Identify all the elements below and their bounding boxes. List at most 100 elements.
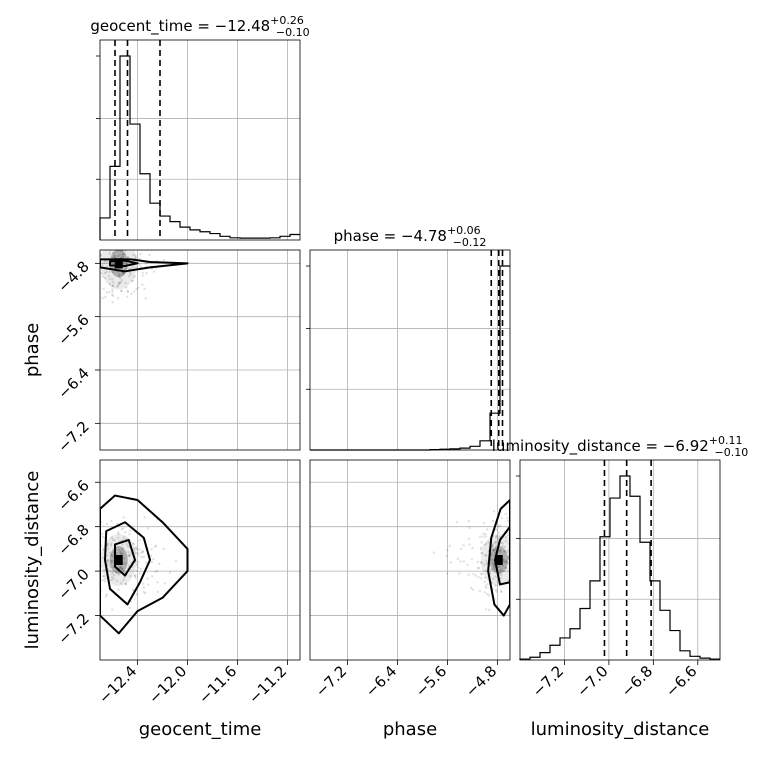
sample-point [151, 231, 153, 233]
sample-point [484, 608, 488, 611]
y-tick-label-phase: −6.4 [54, 364, 92, 402]
sample-point [94, 253, 96, 255]
sample-point [103, 580, 107, 583]
sample-point [125, 246, 127, 248]
sample-point [121, 546, 124, 550]
sample-point [497, 537, 500, 540]
sample-point [109, 561, 112, 565]
sample-point [481, 535, 484, 538]
sample-point [514, 565, 516, 567]
sample-point [137, 286, 140, 290]
sample-point [105, 291, 108, 294]
sample-point [526, 573, 528, 575]
sample-point [121, 250, 125, 252]
x-tick-label-luminosity_distance: −7.0 [573, 662, 611, 700]
sample-point [108, 277, 111, 281]
sample-point [492, 510, 496, 513]
sample-point [148, 253, 151, 257]
sample-point [91, 215, 93, 217]
x-tick-label-phase: −4.8 [462, 662, 500, 700]
sample-point [494, 575, 497, 578]
sample-point [528, 561, 530, 563]
y-tick-label-luminosity_distance: −6.8 [54, 521, 92, 559]
sample-point [487, 608, 491, 612]
sample-point [476, 566, 480, 570]
sample-point [97, 541, 99, 543]
sample-point [520, 571, 522, 573]
sample-point [506, 519, 510, 523]
sample-point [119, 247, 121, 249]
sample-point [104, 595, 108, 598]
sample-point [484, 569, 488, 573]
sample-point [156, 581, 159, 584]
sample-point [459, 560, 462, 563]
sample-point [125, 542, 128, 546]
sample-point [73, 564, 75, 566]
sample-point [124, 281, 127, 285]
sample-point [137, 553, 140, 556]
sample-point [446, 572, 449, 575]
sample-point [134, 551, 137, 554]
sample-point [154, 570, 157, 573]
sample-point [158, 562, 161, 566]
sample-point [111, 538, 115, 541]
x-tick-label-luminosity_distance: −7.2 [529, 662, 567, 700]
sample-point [506, 534, 509, 537]
sample-point [478, 589, 482, 593]
sample-point [105, 522, 109, 526]
sample-point [480, 541, 483, 544]
sample-point [119, 289, 123, 293]
sample-point [502, 558, 505, 561]
sample-point [116, 241, 118, 243]
sample-point [119, 553, 122, 556]
sample-point [507, 555, 510, 559]
sample-point [120, 566, 123, 569]
sample-point [144, 561, 148, 564]
sample-point [155, 570, 159, 573]
sample-point [140, 551, 143, 554]
sample-point [117, 531, 120, 534]
sample-point [104, 577, 107, 580]
sample-point [525, 546, 527, 548]
panel-frame [99, 249, 301, 451]
sample-point [483, 580, 487, 583]
sample-point [484, 554, 487, 557]
sample-point [102, 575, 105, 578]
sample-point [135, 593, 139, 596]
sample-point [93, 561, 95, 563]
sample-point [448, 544, 451, 548]
sample-point [153, 545, 157, 549]
sample-point [446, 549, 449, 552]
panel-frame [519, 459, 721, 661]
sample-point [82, 247, 84, 249]
sample-point [91, 552, 93, 554]
sample-point [131, 279, 135, 282]
sample-point [126, 290, 129, 293]
sample-point [110, 559, 114, 563]
sample-point [142, 582, 145, 585]
x-tick-label-phase: −6.4 [362, 662, 400, 700]
sample-point [474, 574, 477, 577]
sample-point [126, 290, 130, 293]
sample-point [499, 573, 503, 577]
sample-point [115, 579, 119, 583]
sample-point [81, 563, 83, 565]
sample-point [120, 256, 123, 259]
sample-point [117, 573, 120, 576]
sample-point [117, 536, 120, 540]
sample-point [117, 281, 120, 284]
sample-point [468, 543, 471, 546]
sample-point [522, 560, 524, 562]
sample-point [132, 290, 136, 293]
sample-point [118, 206, 120, 208]
sample-point [105, 593, 109, 596]
sample-point [100, 272, 103, 275]
sample-point [174, 560, 178, 563]
sample-point [485, 586, 488, 590]
sample-point [544, 565, 546, 567]
sample-point [530, 567, 532, 569]
sample-point [139, 567, 143, 570]
sample-point [492, 549, 495, 552]
hist-panel-phase: phase = −4.78+0.06 −0.12 [306, 224, 511, 451]
sample-point [109, 566, 112, 569]
